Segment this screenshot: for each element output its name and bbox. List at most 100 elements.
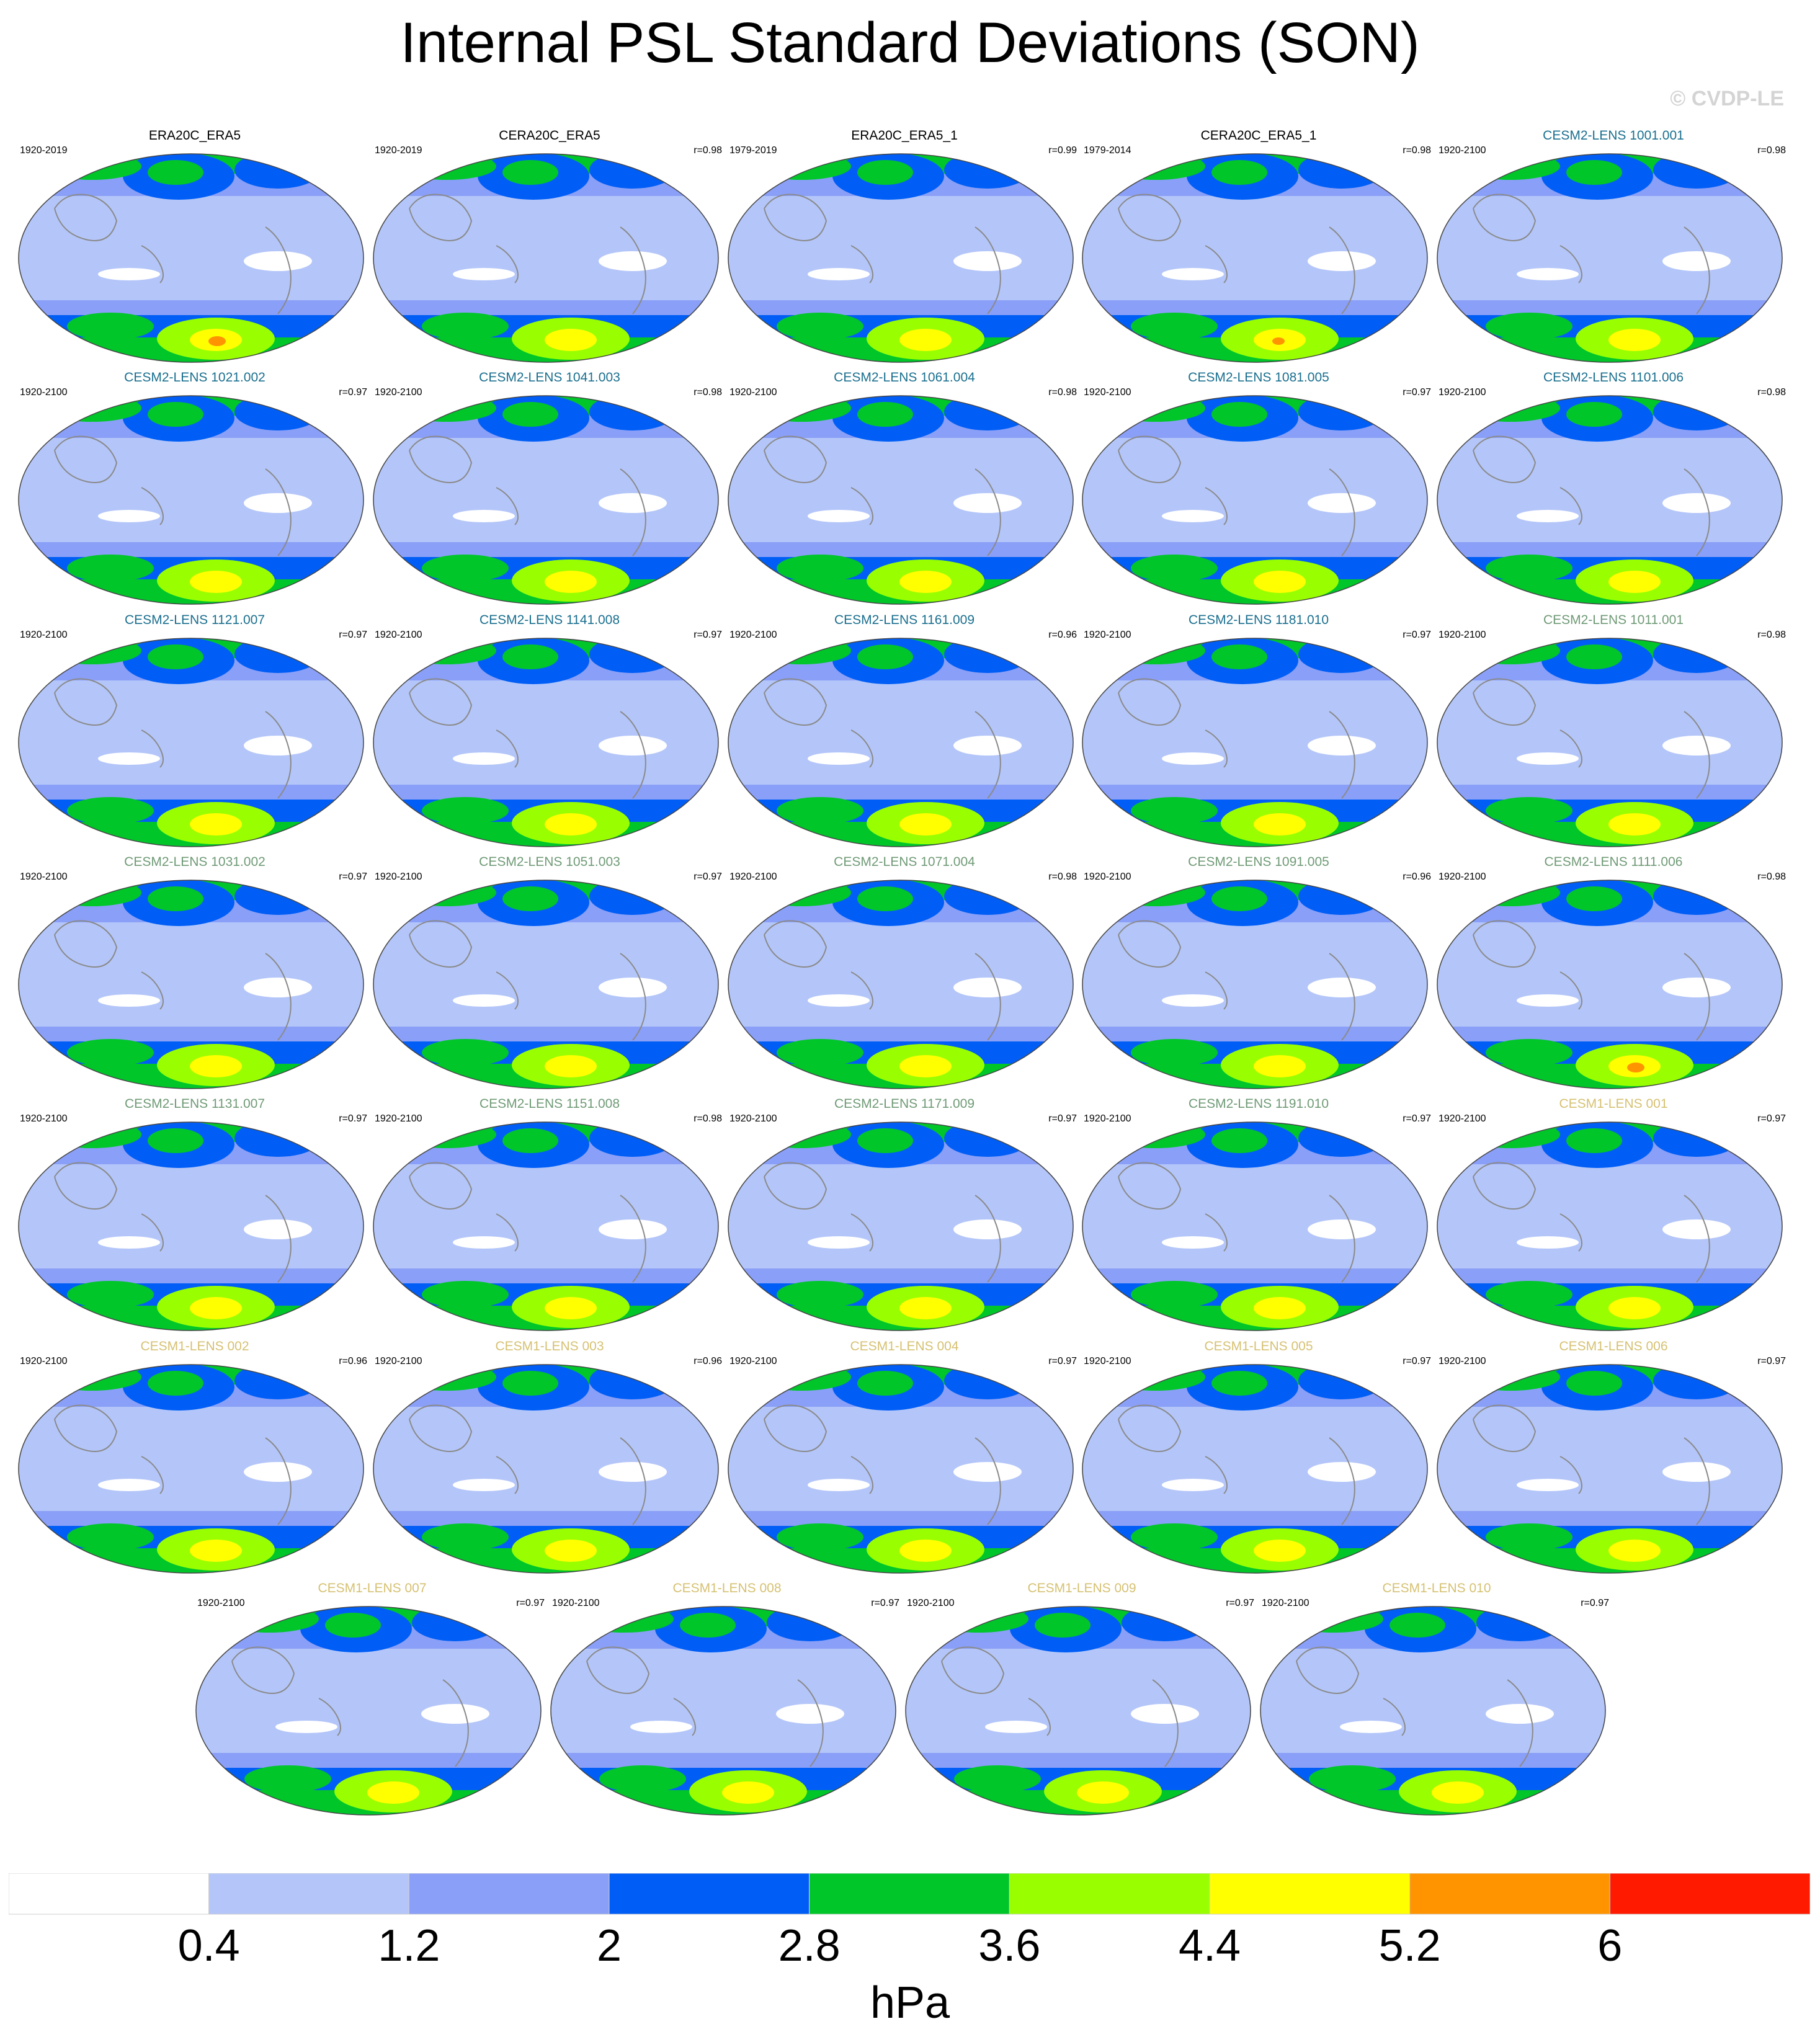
panel-correlation: r=0.98: [1048, 871, 1077, 882]
nh-pacific-max: [1211, 1128, 1267, 1153]
nh-pacific-max: [1566, 402, 1622, 427]
psl-stddev-map: [373, 1121, 719, 1331]
sh-indian-max: [422, 313, 509, 340]
coastline: [1296, 1646, 1360, 1694]
nh-europe-max: [752, 154, 851, 180]
nh-atlantic-core: [1653, 1122, 1740, 1157]
coastline: [764, 1162, 827, 1210]
tropical-min: [776, 1704, 844, 1724]
panel-correlation: r=0.97: [694, 630, 722, 640]
nh-atlantic-core: [589, 396, 676, 430]
map-panel: CESM2-LENS 1141.008 1920-2100 r=0.97: [372, 612, 727, 848]
nh-europe-max: [752, 638, 851, 664]
colorbar-swatch: [809, 1873, 1010, 1915]
tropical-min: [953, 251, 1022, 271]
panel-correlation: r=0.98: [1757, 387, 1786, 398]
sh-pacific-max: [545, 1540, 597, 1562]
coastline: [620, 953, 646, 1041]
map-border: [728, 1364, 1074, 1574]
panel-period: 1920-2100: [729, 387, 777, 398]
panel-period: 1920-2100: [729, 1113, 777, 1124]
panel-title: CESM1-LENS 005: [1204, 1339, 1313, 1353]
nh-atlantic-core: [412, 1607, 499, 1641]
map-border: [1082, 1364, 1428, 1574]
psl-stddev-map: [18, 880, 364, 1089]
map-panel: CESM1-LENS 006 1920-2100 r=0.97: [1436, 1339, 1791, 1574]
panel-period: 1920-2100: [375, 871, 422, 882]
nh-pacific-max: [148, 886, 203, 911]
panel-title: CESM2-LENS 1011.001: [1543, 613, 1684, 627]
tropical-min: [275, 1721, 337, 1733]
nh-atlantic-core: [1298, 880, 1385, 915]
tropical-min: [1308, 978, 1376, 997]
sh-indian-max: [422, 1281, 509, 1308]
tropical-min: [1517, 510, 1579, 522]
panel-title: CERA20C_ERA5: [499, 128, 600, 143]
sh-indian-max: [599, 1765, 686, 1793]
nh-atlantic-core: [944, 880, 1031, 915]
colorbar-tick-label: 2.8: [778, 1921, 841, 1971]
coastline: [54, 1404, 118, 1452]
panel-period: 1920-2100: [1439, 1356, 1486, 1366]
panel-period: 1920-2100: [1084, 871, 1131, 882]
sh-indian-max: [1486, 797, 1572, 824]
map-border: [1082, 1121, 1428, 1331]
colorbar-swatch: [1609, 1873, 1810, 1915]
tropical-min: [808, 1236, 870, 1249]
map-border: [1082, 880, 1428, 1089]
nh-atlantic-core: [944, 1365, 1031, 1399]
map-panel: CESM2-LENS 1191.010 1920-2100 r=0.97: [1081, 1096, 1436, 1332]
nh-atlantic-core: [944, 1122, 1031, 1157]
map-panel: CESM2-LENS 1161.009 1920-2100 r=0.96: [727, 612, 1082, 848]
sh-indian-max: [1131, 1281, 1218, 1308]
panel-title: CESM1-LENS 009: [1027, 1581, 1136, 1595]
sh-pacific-max: [367, 1781, 419, 1804]
sh-indian-max: [777, 555, 863, 582]
coastline: [409, 1404, 473, 1452]
map-panel: CESM1-LENS 007 1920-2100 r=0.97: [195, 1580, 550, 1816]
tropical-min: [98, 268, 160, 280]
sh-pacific-max: [545, 1055, 597, 1077]
sh-indian-max: [67, 313, 154, 340]
nh-pacific-max: [502, 644, 558, 669]
tropical-min: [953, 1462, 1022, 1482]
panel-period: 1979-2014: [1084, 145, 1131, 156]
psl-stddev-map: [18, 1364, 364, 1574]
nh-europe-max: [1461, 154, 1560, 180]
coastline: [1118, 435, 1182, 483]
panel-period: 1920-2100: [1439, 145, 1486, 156]
nh-pacific-max: [1211, 160, 1267, 185]
sh-indian-max: [67, 797, 154, 824]
map-panel: CESM2-LENS 1051.003 1920-2100 r=0.97: [372, 854, 727, 1090]
nh-europe-max: [1106, 1122, 1205, 1148]
sh-indian-max: [777, 313, 863, 340]
psl-stddev-map: [1082, 153, 1428, 363]
panel-period: 1920-2100: [907, 1598, 955, 1608]
nh-atlantic-core: [1298, 154, 1385, 189]
coastline: [141, 487, 164, 525]
tropical-min: [953, 978, 1022, 997]
coastline: [941, 1646, 1005, 1694]
nh-pacific-max: [1566, 886, 1622, 911]
nh-europe-max: [220, 1607, 319, 1633]
nh-atlantic-core: [234, 880, 321, 915]
coastline: [265, 711, 292, 799]
coastline: [1473, 1404, 1537, 1452]
tropical-min: [1662, 1462, 1731, 1482]
coastline: [1684, 953, 1710, 1041]
nh-europe-max: [42, 880, 141, 906]
sh-pacific-max: [899, 1297, 952, 1319]
coastline: [1473, 920, 1537, 968]
panel-correlation: r=0.98: [694, 145, 722, 156]
map-border: [18, 880, 364, 1089]
coastline: [975, 468, 1001, 556]
nh-atlantic-core: [944, 396, 1031, 430]
map-border: [728, 638, 1074, 847]
panel-title: CESM2-LENS 1181.010: [1188, 613, 1329, 627]
map-border: [728, 1121, 1074, 1331]
tropical-min: [1662, 251, 1731, 271]
panel-period: 1920-2100: [729, 871, 777, 882]
panel-title: ERA20C_ERA5: [148, 128, 241, 143]
coastline: [1559, 971, 1582, 1010]
colorbar-tick-label: 0.4: [177, 1921, 240, 1971]
